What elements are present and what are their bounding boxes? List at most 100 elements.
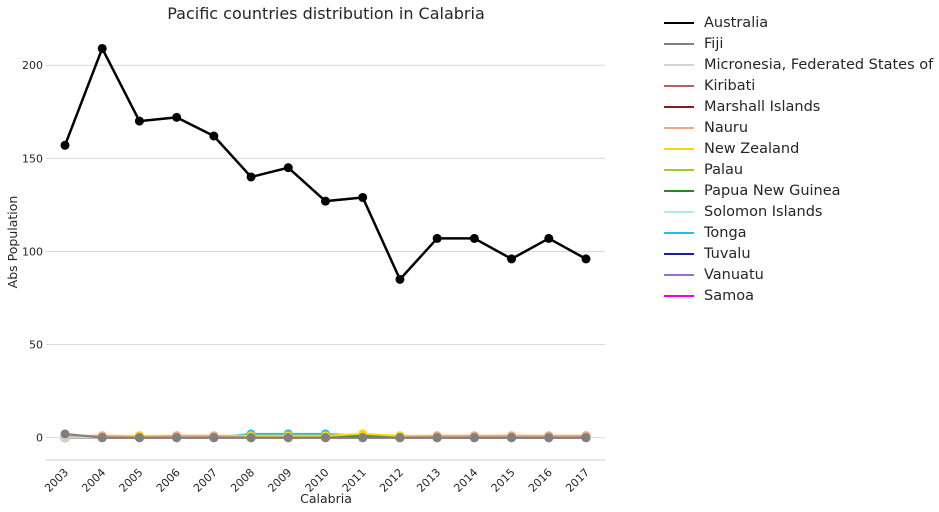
legend-label: Marshall Islands — [704, 98, 821, 115]
data-point — [469, 433, 479, 443]
legend-label: Kiribati — [704, 77, 756, 94]
x-tick-label: 2006 — [154, 466, 183, 495]
legend-swatch — [664, 147, 694, 150]
data-point — [581, 433, 591, 443]
data-point — [209, 433, 219, 443]
legend-label: Tuvalu — [704, 245, 751, 262]
legend: Australia Fiji Micronesia, Federated State… — [664, 12, 933, 306]
legend-swatch — [664, 84, 694, 87]
y-tick-label: 100 — [22, 245, 43, 258]
legend-entry: Vanuatu — [664, 264, 933, 285]
data-point — [134, 433, 144, 443]
data-point — [507, 254, 517, 264]
data-point — [358, 433, 368, 443]
legend-swatch — [664, 273, 694, 276]
legend-swatch — [664, 126, 694, 129]
legend-entry: Tuvalu — [664, 243, 933, 264]
x-tick-label: 2013 — [414, 466, 443, 495]
legend-entry: Fiji — [664, 33, 933, 54]
legend-entry: New Zealand — [664, 138, 933, 159]
legend-label: Samoa — [704, 287, 754, 304]
legend-entry: Australia — [664, 12, 933, 33]
y-tick-labels: 0 50 100 150 200 — [22, 59, 43, 444]
data-point — [97, 433, 107, 443]
x-tick-label: 2007 — [191, 466, 220, 495]
data-point — [321, 433, 330, 443]
legend-swatch — [664, 231, 694, 234]
legend-entry: Micronesia, Federated States of — [664, 54, 933, 75]
legend-swatch — [664, 252, 694, 255]
data-point — [395, 274, 405, 284]
x-tick-label: 2003 — [42, 466, 71, 495]
data-point — [283, 433, 293, 443]
legend-entry: Nauru — [664, 117, 933, 138]
legend-entry: Solomon Islands — [664, 201, 933, 222]
data-point — [246, 433, 256, 443]
data-point — [581, 254, 591, 264]
data-point — [507, 433, 517, 443]
legend-label: Australia — [704, 14, 769, 31]
data-point — [172, 112, 182, 122]
y-axis-label: Abs Population — [5, 196, 20, 289]
legend-swatch — [664, 189, 694, 192]
legend-label: Fiji — [704, 35, 724, 52]
legend-label: Solomon Islands — [704, 203, 823, 220]
series-line — [63, 47, 587, 281]
x-tick-label: 2008 — [228, 466, 257, 495]
series-australia — [60, 43, 591, 284]
legend-label: Palau — [704, 161, 744, 178]
legend-swatch — [664, 63, 694, 66]
data-point — [283, 163, 293, 173]
legend-label: New Zealand — [704, 140, 800, 157]
data-point — [60, 140, 70, 150]
legend-entry: Kiribati — [664, 75, 933, 96]
legend-entry: Samoa — [664, 285, 933, 306]
data-point — [395, 433, 405, 443]
data-point — [246, 172, 256, 182]
legend-entry: Tonga — [664, 222, 933, 243]
legend-swatch — [664, 168, 694, 171]
legend-swatch — [664, 42, 694, 45]
x-tick-label: 2004 — [79, 466, 108, 495]
data-point — [469, 233, 479, 243]
x-tick-label: 2012 — [377, 466, 406, 495]
data-point — [60, 429, 70, 439]
legend-label: Tonga — [704, 224, 747, 241]
data-point — [172, 433, 182, 443]
data-point — [321, 196, 330, 206]
data-point — [432, 233, 442, 243]
legend-label: Vanuatu — [704, 266, 764, 283]
data-point — [209, 131, 219, 141]
data-point — [432, 433, 442, 443]
data-point — [544, 233, 554, 243]
data-point — [544, 433, 554, 443]
x-tick-label: 2016 — [526, 466, 555, 495]
legend-label: Nauru — [704, 119, 749, 136]
chart-title: Pacific countries distribution in Calabr… — [167, 4, 485, 23]
x-tick-label: 2015 — [489, 466, 518, 495]
legend-swatch — [664, 21, 694, 24]
y-tick-label: 150 — [22, 152, 43, 165]
legend-entry: Papua New Guinea — [664, 180, 933, 201]
x-tick-label: 2014 — [451, 466, 480, 495]
legend-label: Micronesia, Federated States of — [704, 56, 934, 73]
series-fiji — [60, 429, 591, 443]
data-point — [97, 43, 107, 53]
legend-entry: Marshall Islands — [664, 96, 933, 117]
legend-entry: Palau — [664, 159, 933, 180]
x-tick-label: 2017 — [563, 466, 592, 495]
y-tick-label: 50 — [29, 339, 43, 352]
grid-lines — [46, 64, 605, 439]
legend-swatch — [664, 105, 694, 108]
x-tick-label: 2009 — [265, 466, 294, 495]
data-point — [358, 192, 368, 202]
x-axis-label: Calabria — [300, 491, 352, 506]
legend-swatch — [664, 294, 694, 297]
legend-label: Papua New Guinea — [704, 182, 841, 199]
x-tick-label: 2005 — [117, 466, 146, 495]
series-lines — [60, 43, 591, 443]
data-point — [134, 116, 144, 126]
y-tick-label: 0 — [36, 432, 43, 445]
legend-swatch — [664, 210, 694, 213]
